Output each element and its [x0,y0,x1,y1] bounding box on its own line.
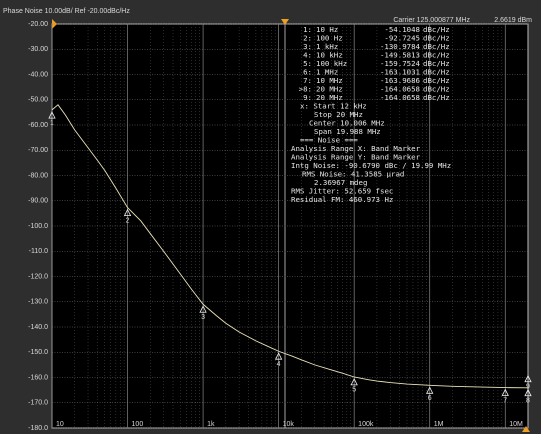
marker-unit: dBc/Hz [423,34,450,43]
x-tick-label: 100k [358,421,374,428]
marker-value: -164.0658 [380,93,420,102]
marker-freq: 100 kHz [316,59,347,68]
marker-label: 9: [303,93,312,102]
marker-value: -164.0658 [380,85,420,94]
marker-freq: 1 MHz [316,68,338,77]
marker [123,208,132,217]
x-tick-label: 10M [509,421,523,428]
marker-unit: dBc/Hz [423,93,450,102]
marker-freq: 100 Hz [316,34,343,43]
info-line: RMS Noise: 41.3585 µrad [302,170,404,179]
marker-number: 4 [277,361,281,368]
y-tick-label: -40.00 [28,71,48,78]
y-tick-label: -70.00 [28,147,48,154]
info-line: === Noise === [300,136,358,145]
marker-freq: 1 kHz [316,42,338,51]
marker-freq: 10 Hz [316,25,338,34]
marker-label: >8: [299,85,312,94]
info-line: RMS Jitter: 52.659 fsec [291,187,393,196]
marker-freq: 20 MHz [316,93,343,102]
marker-freq: 20 MHz [316,85,343,94]
marker [350,377,358,386]
info-line: Stop 20 MHz [314,110,363,119]
y-tick-label: -130.0 [28,299,48,306]
marker-number: 8 [526,398,530,405]
marker-number: 9 [526,384,530,391]
marker-number: 1 [50,120,54,127]
marker-label: 6: [303,68,312,77]
marker [199,305,207,313]
marker-freq: 10 kHz [316,51,343,60]
marker-value: -163.1031 [380,68,420,77]
marker-unit: dBc/Hz [423,68,450,77]
marker-label: 4: [303,51,312,60]
info-line: Span 19.988 MHz [314,127,381,136]
info-line: 2.36967 mdeg [314,178,367,187]
info-line: x: Start 12 kHz [300,102,367,111]
y-tick-label: -50.00 [28,97,48,104]
marker [501,388,509,396]
marker-value: -149.5813 [380,51,420,60]
marker-label: 3: [303,42,312,51]
y-tick-label: -110.0 [29,248,48,255]
marker-number: 5 [352,387,356,394]
y-tick-label: -60.00 [28,122,48,129]
marker-value: -130.9784 [380,42,421,51]
marker-freq: 10 MHz [316,76,343,85]
marker-label: 7: [303,76,312,85]
carrier: Carrier 125.000877 MHz [393,17,470,24]
y-tick-label: -30.00 [28,46,48,53]
y-tick-label: -160.0 [28,374,48,381]
marker [524,374,532,383]
marker-unit: dBc/Hz [423,59,450,68]
marker-value: -92.7245 [384,34,420,43]
info-line: Intg Noise: -90.6790 dBc / 19.99 MHz [291,161,451,170]
marker-label: 2: [303,34,312,43]
y-tick-label: -20.00 [28,21,48,28]
marker-number: 6 [428,395,432,402]
trace [51,104,529,389]
marker-unit: dBc/Hz [423,51,450,60]
plot: -20.00 -30.00 -40.00 -50.00 -60.00 -70.00 -80.… [28,21,532,432]
marker-unit: dBc/Hz [423,25,450,34]
y-tick-label: -100.0 [28,223,48,230]
y-tick-label: -170.0 [28,400,48,407]
chart-title: Phase Noise 10.00dB/ Ref -20.00dBc/Hz [3,8,130,15]
marker-table: 1: 10 Hz -54.1048 dBc/Hz2: 100 Hz -92.7245 dBc… [291,25,451,204]
marker-label: 5: [303,59,312,68]
x-tick-label: 10 [56,421,64,428]
marker-number: 7 [503,397,507,404]
marker [274,352,283,360]
end-indicator [522,426,530,432]
y-tick-label: -120.0 [28,273,48,280]
info-line: Center 10.006 MHz [309,119,385,128]
y-tick-label: -150.0 [28,349,48,356]
marker [48,111,56,119]
y-tick-label: -180.0 [28,425,48,432]
marker-value: -159.7524 [380,59,421,68]
marker [524,388,532,397]
info-line: Residual FM: 460.973 Hz [291,195,393,204]
marker-number: 2 [126,217,130,224]
y-tick-label: -140.0 [28,324,48,331]
start-indicator [281,19,289,25]
marker-value: -54.1048 [384,25,420,34]
marker-unit: dBc/Hz [423,76,450,85]
power: 2.6619 dBm [494,17,532,24]
x-tick-label: 10k [283,421,295,428]
info-line: Analysis Range Y: Band Marker [291,153,421,162]
marker-unit: dBc/Hz [423,85,450,94]
y-tick-label: -80.00 [28,172,48,179]
marker-number: 3 [201,314,205,321]
marker-unit: dBc/Hz [423,42,450,51]
marker-label: 1: [303,25,312,34]
x-tick-label: 1M [434,421,444,428]
x-tick-label: 100 [132,421,144,428]
y-tick-label: -90.00 [28,198,48,205]
marker [426,386,434,394]
x-tick-label: 1k [207,421,215,428]
info-line: Analysis Range X: Band Marker [291,144,421,153]
marker-value: -163.9686 [380,76,420,85]
